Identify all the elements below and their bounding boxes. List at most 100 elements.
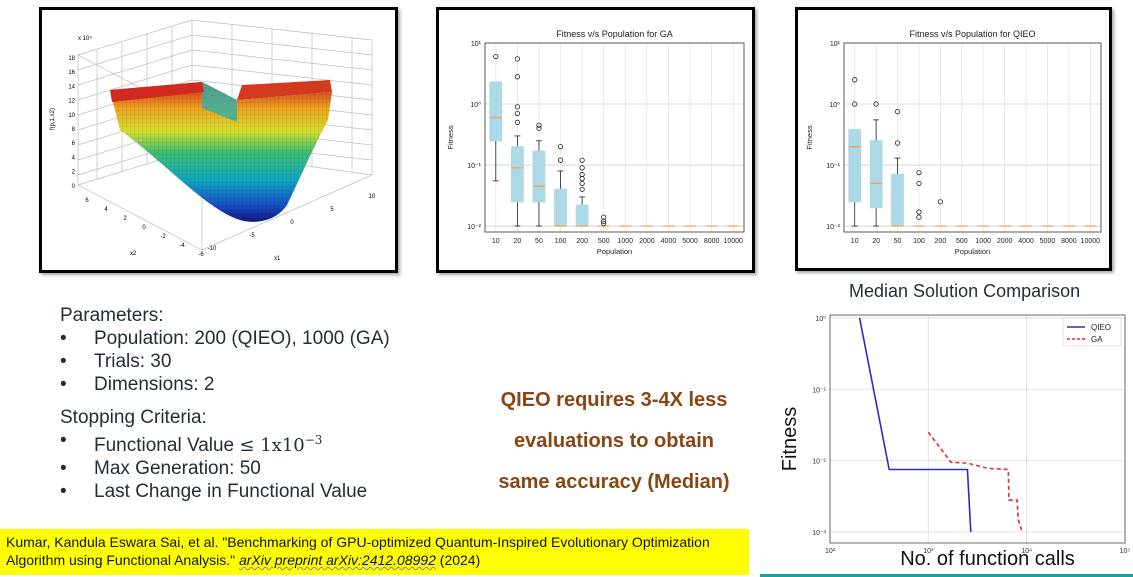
box-outlier: [873, 101, 879, 107]
x-tick-label: 4000: [661, 238, 677, 245]
x-tick-label: 10³: [923, 548, 934, 555]
surface-z-tick: 14: [68, 84, 75, 90]
box-outlier: [601, 220, 607, 227]
criterion-max-generation: Max Generation: 50: [60, 457, 390, 480]
x-tick-label: 20: [872, 238, 880, 245]
box-body: [891, 174, 904, 227]
x-tick-label: 1000: [618, 238, 634, 245]
citation-main: Kumar, Kandula Eswara Sai, et al. "Bench…: [6, 534, 710, 568]
x-tick-label: 20: [513, 238, 521, 245]
x-tick-label: 10⁴: [1021, 548, 1032, 555]
surface-z-tick: 8: [72, 127, 76, 133]
x-tick-label: 1000: [975, 238, 991, 245]
legend: QIEO GA: [1062, 317, 1122, 347]
x-tick-label: 100: [913, 238, 925, 245]
x-tick-label: 4000: [1018, 238, 1034, 245]
box-outlier: [852, 77, 858, 83]
x-tick-label: 10000: [723, 238, 743, 245]
criterion-fv-exponent: −3: [304, 433, 323, 447]
x-tick-label: 8000: [704, 238, 720, 245]
param-population: Population: 200 (QIEO), 1000 (GA): [60, 327, 390, 350]
box-outlier: [894, 109, 901, 115]
box-outlier: [916, 180, 922, 187]
surface-back-rim: [237, 80, 332, 100]
box-body: [575, 204, 589, 227]
box-body: [848, 129, 862, 203]
surface-z-tick: 16: [68, 70, 75, 76]
legend-label: GA: [1091, 335, 1103, 344]
citation-box: Kumar, Kandula Eswara Sai, et al. "Bench…: [0, 529, 749, 575]
ga-boxplot-panel: Fitness v/s Population for GA 10¹ 10⁰ 10⁻¹ 1…: [436, 7, 755, 273]
ga-boxplot: Fitness v/s Population for GA 10¹ 10⁰ 10⁻¹ 1…: [446, 29, 745, 256]
box-outlier: [514, 56, 520, 62]
surface-z-tick: 4: [72, 155, 76, 161]
surface-z-ticks: 18 16 14 12 10 8 6 4 2 0: [68, 56, 75, 190]
box-outlier: [536, 122, 542, 128]
surface-x2-tick: -4: [179, 243, 185, 249]
qieo-boxplot-panel: Fitness v/s Population for QIEO 10¹ 10⁰ 10⁻…: [795, 7, 1112, 271]
surface-mesh: [110, 82, 332, 222]
x-tick-label: 10²: [825, 548, 836, 555]
x-tick-label: 8000: [1061, 238, 1077, 245]
box-outlier: [579, 171, 585, 178]
box-body: [554, 188, 567, 227]
box-outlier: [916, 209, 922, 215]
surface-front-rim: [110, 82, 204, 102]
x-tick-label: 50: [894, 238, 902, 245]
surface-z-tick: 6: [72, 141, 76, 147]
criterion-functional-value: Functional Value ≤ 1x10−3: [60, 429, 390, 457]
x-tick-label: 200: [576, 238, 588, 245]
criterion-fv-label: Functional Value: [94, 435, 235, 456]
y-axis-label: Fitness: [805, 125, 814, 149]
y-tick-label: 10⁻²: [826, 224, 840, 231]
y-tick-label: 10⁻¹: [812, 387, 826, 394]
surface-x1-tick: 5: [330, 207, 334, 213]
callout-line-3: same accuracy (Median): [498, 471, 730, 493]
surface-z-tick: 2: [72, 170, 76, 176]
box-outlier: [916, 170, 922, 176]
surface-x2-tick: -2: [160, 234, 166, 240]
surface-x2-ticks: 6 4 2 0 -2 -4 -6: [85, 198, 204, 258]
box-outlier: [493, 53, 499, 60]
surface-x1-label: x1: [274, 256, 281, 262]
box-outlier: [557, 144, 564, 150]
plot-frame: [843, 42, 1102, 233]
median-chart-title: Median Solution Comparison: [849, 281, 1081, 301]
x-axis-label: No. of function calls: [900, 548, 1075, 570]
surface-x2-tick: 2: [123, 216, 127, 222]
legend-box: [1062, 317, 1122, 347]
y-tick-label: 10⁻³: [812, 530, 826, 537]
plot-frame: [484, 42, 745, 233]
footer-accent-line: [760, 574, 1133, 577]
box-body: [869, 140, 883, 209]
y-tick-label: 10¹: [830, 41, 841, 48]
series-line-ga: [927, 431, 1023, 533]
y-tick-label: 10⁰: [829, 101, 840, 109]
param-trials: Trials: 30: [60, 350, 390, 373]
x-tick-label: 10: [492, 238, 500, 245]
y-tick-label: 10⁻²: [467, 224, 481, 231]
x-tick-label: 100: [555, 238, 567, 245]
surface-z-tick: 18: [68, 56, 75, 62]
box-body: [489, 81, 503, 142]
x-tick-label: 5000: [1040, 238, 1056, 245]
box-body: [510, 146, 524, 203]
x-tick-label: 500: [598, 238, 610, 245]
y-tick-label: 10⁰: [470, 101, 481, 109]
x-tick-label: 200: [935, 238, 947, 245]
box-outlier: [916, 214, 922, 220]
x-tick-label: 10000: [1081, 238, 1101, 245]
box-outlier: [514, 74, 520, 80]
parameters-block: Parameters: Population: 200 (QIEO), 1000…: [60, 304, 390, 503]
chart-title: Fitness v/s Population for QIEO: [909, 29, 1035, 39]
chart-title: Fitness v/s Population for GA: [556, 29, 673, 39]
criterion-fv-math: ≤ 1x10−3: [239, 433, 323, 456]
box-outlier: [894, 140, 901, 146]
y-tick-label: 10⁻¹: [467, 163, 481, 170]
x-tick-label: 2000: [997, 238, 1013, 245]
surface-x1-tick: 10: [369, 194, 376, 200]
surface-z-tick: 0: [72, 184, 76, 190]
box-outlier: [514, 110, 520, 117]
callout-line-2: evaluations to obtain: [513, 430, 715, 452]
box-outlier: [514, 104, 520, 110]
